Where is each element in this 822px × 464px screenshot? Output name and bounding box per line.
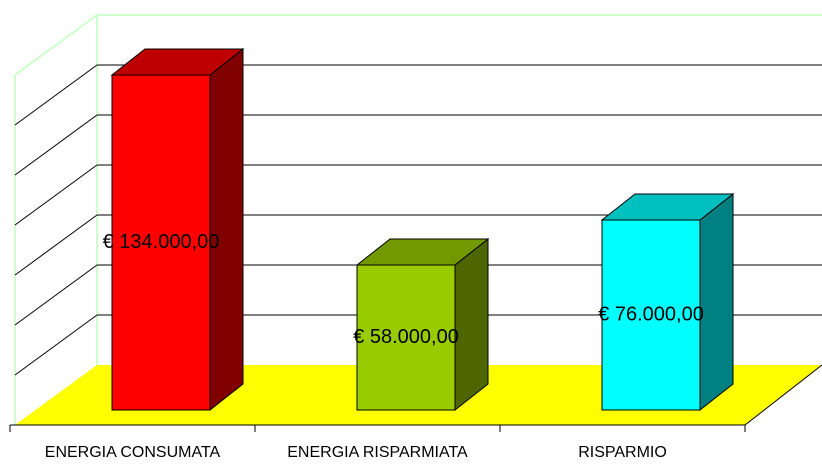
grid-line <box>14 64 98 126</box>
x-tick-label: RISPARMIO <box>578 444 667 461</box>
value-label: € 134.000,00 <box>103 231 220 253</box>
bar <box>601 219 701 411</box>
x-axis <box>744 364 822 426</box>
value-label: € 58.000,00 <box>353 326 459 348</box>
value-label: € 76.000,00 <box>598 303 704 325</box>
wall-edge <box>14 14 98 76</box>
grid-line <box>14 214 98 276</box>
x-tick-label: ENERGIA CONSUMATA <box>45 444 221 461</box>
grid-line <box>14 314 98 376</box>
bar-side <box>454 237 489 412</box>
grid-line <box>14 264 98 326</box>
bar-side <box>699 192 734 412</box>
bar <box>111 74 211 411</box>
grid-line <box>14 114 98 176</box>
x-tick-label: ENERGIA RISPARMIATA <box>287 444 468 461</box>
grid-line <box>14 164 98 226</box>
bar <box>356 264 456 411</box>
bar-side <box>209 47 244 412</box>
